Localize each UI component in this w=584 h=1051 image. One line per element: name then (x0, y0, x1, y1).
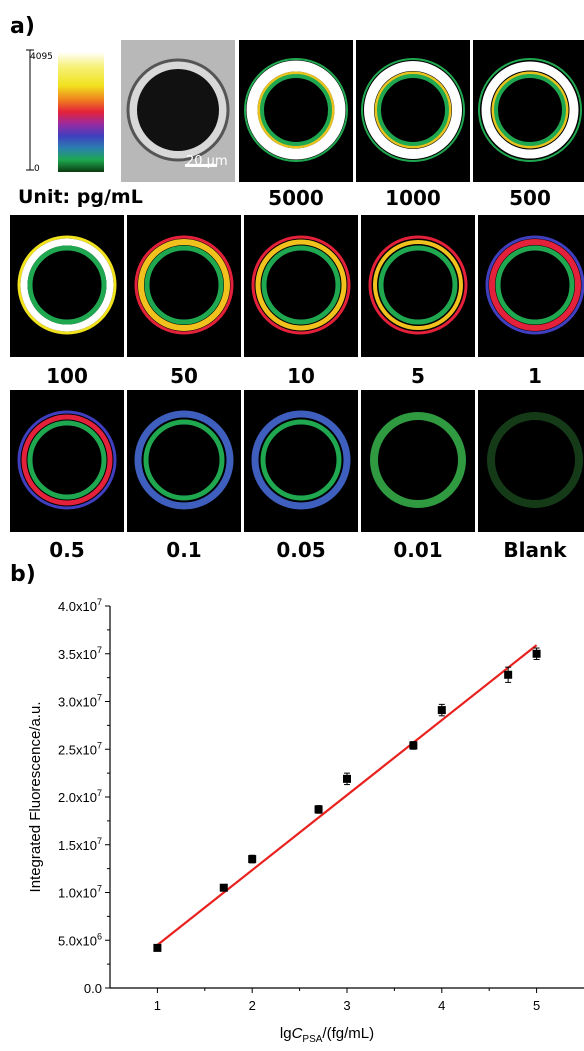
y-tick-label: 5.0x106 (58, 931, 102, 948)
y-tick-exponent: 7 (97, 836, 102, 846)
y-tick-exponent: 7 (97, 645, 102, 655)
data-point (343, 774, 351, 783)
fluorescence-image-0.1 (127, 390, 241, 532)
y-tick-exponent: 7 (97, 884, 102, 894)
data-point (153, 943, 162, 952)
panel-b-label: b) (10, 562, 36, 587)
scale-min-label: 0 (34, 164, 40, 174)
y-tick-exponent: 6 (97, 931, 102, 941)
conc-label: 50 (170, 364, 198, 388)
data-point (248, 855, 257, 864)
fluorescence-image-5000 (239, 40, 353, 182)
x-tick-label: 3 (343, 998, 350, 1013)
fluorescence-image-0.5 (10, 390, 124, 532)
fluorescence-image-100 (10, 215, 124, 357)
fluorescence-image-0.01 (361, 390, 475, 532)
data-point (437, 706, 446, 715)
conc-label: 1000 (385, 186, 441, 210)
conc-label: 0.5 (49, 538, 85, 562)
conc-label: 500 (509, 186, 551, 210)
conc-label: 5 (411, 364, 425, 388)
fluorescence-image-1000 (356, 40, 470, 182)
fit-line (156, 644, 538, 946)
conc-label: 10 (287, 364, 315, 388)
scale-bar-label: 20 μm (186, 154, 228, 169)
scale-max-label: 4095 (30, 52, 53, 62)
x-tick-label: 1 (154, 998, 161, 1013)
conc-label: 100 (46, 364, 88, 388)
y-tick-label: 3.5x107 (58, 645, 102, 662)
y-tick-exponent: 7 (97, 597, 102, 607)
data-point (532, 649, 541, 658)
brightfield-image (121, 40, 235, 182)
y-axis-label: Integrated Fluorescence/a.u. (27, 702, 44, 893)
fluorescence-image-0.05 (244, 390, 358, 532)
y-tick-label: 2.5x107 (58, 740, 102, 757)
data-point (219, 883, 228, 892)
color-scale (8, 40, 113, 180)
conc-label: Blank (503, 538, 567, 562)
conc-label: 0.05 (276, 538, 326, 562)
fluorescence-image-5 (361, 215, 475, 357)
y-tick-exponent: 7 (97, 788, 102, 798)
x-tick-label: 4 (438, 998, 445, 1013)
y-tick-label: 1.5x107 (58, 836, 102, 853)
conc-label: 5000 (268, 186, 324, 210)
fluorescence-image-10 (244, 215, 358, 357)
conc-label: 1 (528, 364, 542, 388)
x-tick-label: 5 (533, 998, 540, 1013)
fluorescence-image-blank (478, 390, 584, 532)
conc-label: 0.1 (166, 538, 202, 562)
panel-a-label: a) (10, 14, 35, 39)
conc-label: 0.01 (393, 538, 443, 562)
data-point (314, 805, 323, 814)
fluorescence-image-50 (127, 215, 241, 357)
unit-label: Unit: pg/mL (18, 186, 143, 208)
fluorescence-image-1 (478, 215, 584, 357)
y-tick-exponent: 7 (97, 693, 102, 703)
data-point (409, 741, 418, 750)
y-tick-label: 3.0x107 (58, 693, 102, 710)
y-tick-label: 0.0 (84, 981, 102, 996)
y-tick-label: 4.0x107 (58, 597, 102, 614)
y-tick-label: 1.0x107 (58, 884, 102, 901)
fluorescence-image-500 (473, 40, 584, 182)
y-tick-exponent: 7 (97, 740, 102, 750)
data-point (504, 670, 513, 679)
calibration-chart: 0.0 5.0x106 1.0x107 1.5x107 2.0x107 2.5x107 3.… (27, 597, 584, 1045)
y-tick-label: 2.0x107 (58, 788, 102, 805)
x-axis-label: lgCPSA/(fg/mL) (280, 1025, 374, 1045)
x-tick-label: 2 (249, 998, 256, 1013)
